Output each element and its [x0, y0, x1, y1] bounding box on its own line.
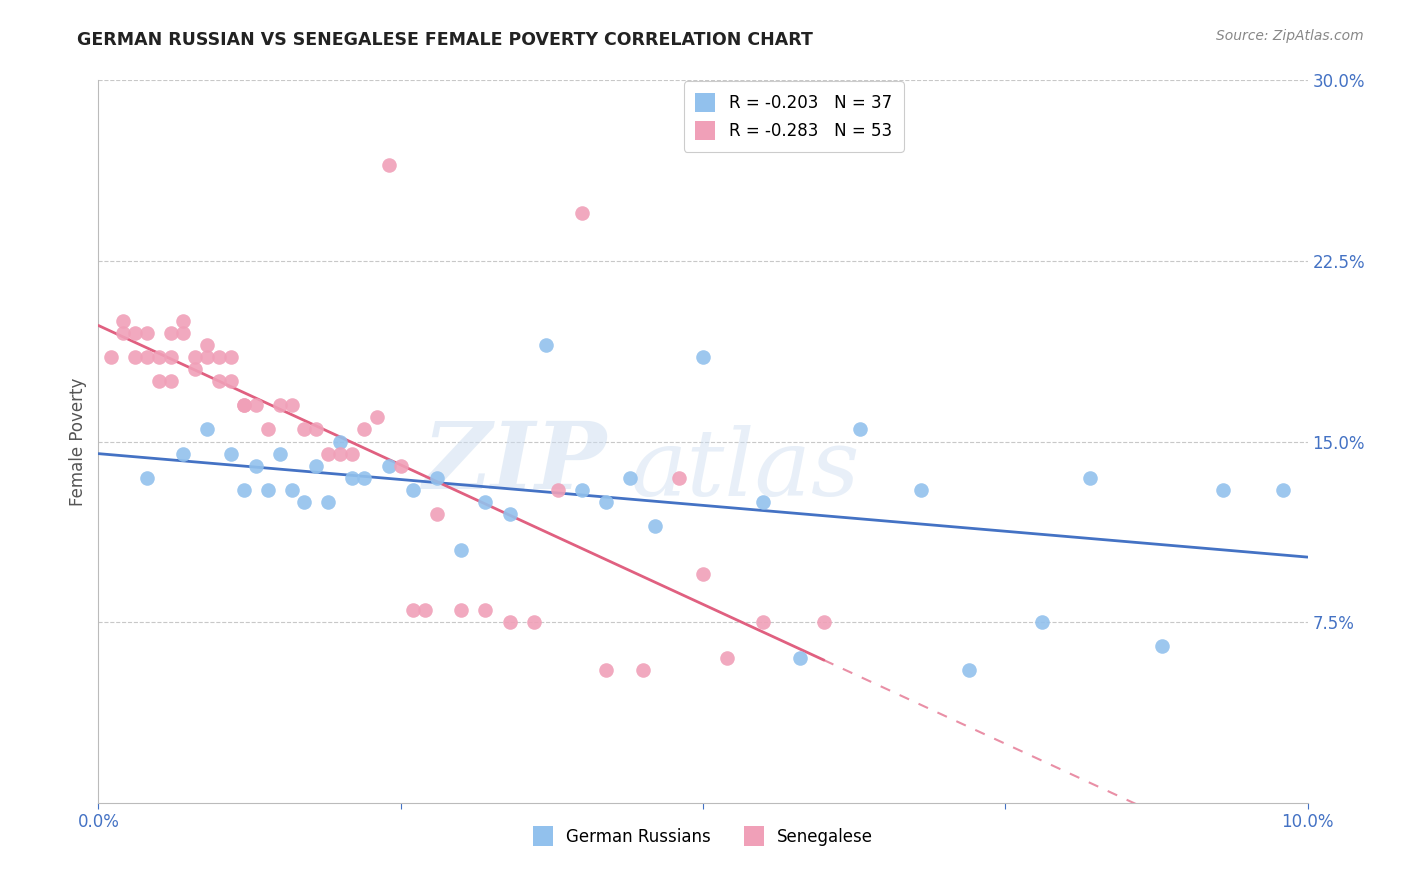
- Point: [342, 446, 364, 460]
- Point: [849, 422, 872, 436]
- Point: [1212, 483, 1234, 497]
- Point: [208, 374, 231, 388]
- Point: [498, 615, 520, 630]
- Legend: German Russians, Senegalese: German Russians, Senegalese: [526, 820, 880, 852]
- Point: [256, 422, 278, 436]
- Point: [716, 651, 738, 665]
- Point: [813, 615, 835, 630]
- Point: [305, 422, 328, 436]
- Point: [752, 615, 775, 630]
- Point: [631, 664, 654, 678]
- Point: [1078, 470, 1101, 484]
- Point: [342, 470, 364, 484]
- Point: [160, 374, 183, 388]
- Point: [281, 483, 304, 497]
- Point: [571, 483, 593, 497]
- Point: [195, 338, 218, 352]
- Point: [366, 410, 388, 425]
- Point: [595, 664, 617, 678]
- Point: [148, 350, 170, 364]
- Point: [426, 507, 449, 521]
- Point: [353, 422, 375, 436]
- Point: [305, 458, 328, 473]
- Point: [571, 205, 593, 219]
- Point: [269, 446, 291, 460]
- Point: [619, 470, 641, 484]
- Point: [124, 350, 146, 364]
- Point: [256, 483, 278, 497]
- Point: [111, 326, 134, 340]
- Point: [124, 326, 146, 340]
- Point: [329, 434, 352, 449]
- Point: [474, 603, 496, 617]
- Point: [195, 350, 218, 364]
- Point: [523, 615, 546, 630]
- Point: [221, 350, 243, 364]
- Point: [668, 470, 690, 484]
- Point: [221, 374, 243, 388]
- Point: [789, 651, 811, 665]
- Text: GERMAN RUSSIAN VS SENEGALESE FEMALE POVERTY CORRELATION CHART: GERMAN RUSSIAN VS SENEGALESE FEMALE POVE…: [77, 31, 813, 49]
- Point: [195, 422, 218, 436]
- Point: [245, 458, 267, 473]
- Point: [377, 157, 399, 171]
- Point: [534, 338, 557, 352]
- Point: [184, 362, 207, 376]
- Point: [426, 470, 449, 484]
- Point: [752, 494, 775, 508]
- Point: [1031, 615, 1053, 630]
- Point: [208, 350, 231, 364]
- Point: [245, 398, 267, 412]
- Text: ZIP: ZIP: [422, 418, 606, 508]
- Point: [692, 567, 714, 582]
- Point: [135, 470, 157, 484]
- Text: atlas: atlas: [630, 425, 860, 516]
- Point: [160, 350, 183, 364]
- Point: [329, 446, 352, 460]
- Point: [910, 483, 932, 497]
- Point: [450, 542, 472, 557]
- Point: [1152, 639, 1174, 653]
- Point: [232, 398, 254, 412]
- Point: [353, 470, 375, 484]
- Point: [595, 494, 617, 508]
- Point: [184, 350, 207, 364]
- Point: [402, 603, 425, 617]
- Point: [413, 603, 436, 617]
- Point: [644, 518, 666, 533]
- Point: [148, 374, 170, 388]
- Text: Source: ZipAtlas.com: Source: ZipAtlas.com: [1216, 29, 1364, 43]
- Point: [692, 350, 714, 364]
- Point: [221, 446, 243, 460]
- Point: [957, 664, 980, 678]
- Point: [269, 398, 291, 412]
- Point: [377, 458, 399, 473]
- Point: [547, 483, 569, 497]
- Point: [292, 494, 315, 508]
- Point: [389, 458, 412, 473]
- Point: [135, 350, 157, 364]
- Point: [232, 483, 254, 497]
- Point: [281, 398, 304, 412]
- Point: [172, 326, 194, 340]
- Point: [316, 446, 339, 460]
- Point: [474, 494, 496, 508]
- Y-axis label: Female Poverty: Female Poverty: [69, 377, 87, 506]
- Point: [450, 603, 472, 617]
- Point: [172, 446, 194, 460]
- Point: [316, 494, 339, 508]
- Point: [292, 422, 315, 436]
- Point: [172, 314, 194, 328]
- Point: [135, 326, 157, 340]
- Point: [498, 507, 520, 521]
- Point: [100, 350, 122, 364]
- Point: [232, 398, 254, 412]
- Point: [111, 314, 134, 328]
- Point: [160, 326, 183, 340]
- Point: [1272, 483, 1295, 497]
- Point: [402, 483, 425, 497]
